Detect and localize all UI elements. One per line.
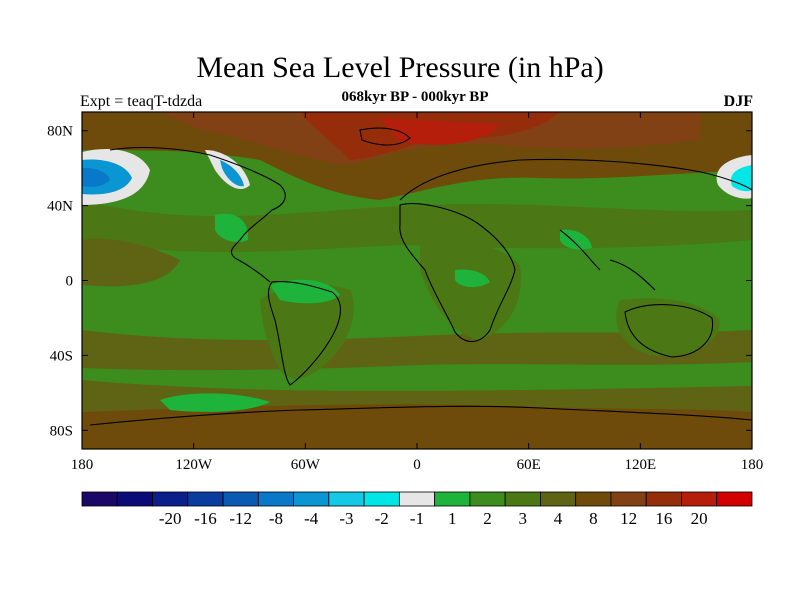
lat-tick-label: 0: [66, 274, 74, 290]
colorbar-label: -20: [159, 509, 182, 528]
lat-tick-label: 40N: [47, 199, 73, 215]
colorbar-swatch: [293, 491, 330, 507]
north-america-coast: [109, 146, 286, 283]
lon-tick-label: 0: [413, 457, 421, 473]
colorbar-label: 1: [448, 509, 457, 528]
lat-tick-label: 40S: [50, 348, 73, 364]
coastlines: [89, 127, 752, 426]
lon-tick-label: 120W: [175, 457, 213, 473]
colorbar-swatch: [363, 491, 400, 507]
colorbar-swatch: [187, 491, 224, 507]
east-africa-level-2: [455, 269, 490, 288]
colorbar-label: -8: [269, 509, 283, 528]
colorbar-swatch: [398, 491, 436, 507]
amazon-level-2: [270, 279, 340, 304]
lon-tick-label: 120E: [624, 457, 656, 473]
longitude-axis: 180 120W 60W 0 60E 120E 180: [71, 112, 764, 473]
contour-fill-layer: [82, 112, 752, 449]
east-pacific-level-8: [82, 238, 180, 287]
south-america-level-4: [260, 284, 354, 379]
experiment-label: Expt = teaqT-tdzda: [80, 93, 203, 110]
colorbar-swatch: [575, 491, 612, 507]
latitude-axis: 80N 40N 0 40S 80S: [47, 124, 752, 439]
southern-band-level-8: [82, 330, 752, 371]
colorbar-label: -16: [194, 509, 217, 528]
colorbar-labels: -20 -16 -12 -8 -4 -3 -2 -1 1 2 3 4 8 12 16 20: [159, 509, 708, 528]
colorbar-label: -4: [304, 509, 319, 528]
colorbar-swatch: [716, 491, 753, 507]
lat-tick-label: 80N: [47, 124, 73, 140]
colorbar-swatch: [222, 491, 259, 507]
colorbar-swatch: [116, 491, 153, 507]
colorbar-label: 16: [655, 509, 672, 528]
dateline-level-minus-1: [730, 165, 752, 192]
north-pacific-level-minus-3: [82, 167, 110, 187]
map-title: Mean Sea Level Pressure (in hPa): [196, 51, 604, 84]
colorbar-swatch: [328, 491, 365, 507]
colorbar-label: -2: [375, 509, 389, 528]
antarctica-coast: [89, 405, 752, 426]
lon-tick-label: 180: [71, 457, 94, 473]
colorbar-label: 20: [691, 509, 708, 528]
colorbar-label: -1: [410, 509, 424, 528]
colorbar-swatch: [645, 491, 682, 507]
lon-tick-label: 180: [741, 457, 764, 473]
colorbar-swatch: [540, 491, 577, 507]
arabia-level-2: [560, 229, 592, 250]
colorbar: [81, 491, 753, 507]
colorbar-swatch: [610, 491, 647, 507]
colorbar-swatch: [257, 491, 294, 507]
colorbar-label: -3: [339, 509, 353, 528]
southern-ocean-level-2: [160, 393, 270, 412]
colorbar-label: 2: [483, 509, 492, 528]
australia-level-4: [616, 298, 720, 356]
eurasia-coast: [399, 158, 752, 291]
colorbar-swatch: [504, 491, 541, 507]
lat-tick-label: 80S: [50, 423, 73, 439]
australia-coast: [624, 304, 714, 358]
map-subtitle: 068kyr BP - 000kyr BP: [341, 89, 489, 105]
colorbar-swatch: [469, 491, 506, 507]
colorbar-swatch: [152, 491, 189, 507]
africa-coast: [399, 203, 516, 343]
colorbar-label: 12: [620, 509, 637, 528]
season-label: DJF: [723, 93, 753, 110]
antarctic-level-12: [82, 404, 752, 449]
colorbar-label: 4: [554, 509, 563, 528]
south-america-coast: [267, 281, 341, 386]
greenland-coast: [359, 127, 411, 146]
colorbar-swatch: [434, 491, 471, 507]
lon-tick-label: 60E: [517, 457, 541, 473]
colorbar-label: 3: [519, 509, 528, 528]
colorbar-label: 8: [589, 509, 598, 528]
laurentide-level-minus-2: [220, 160, 244, 187]
colorbar-swatch: [681, 491, 718, 507]
gulf-mexico-level-2: [215, 213, 249, 242]
lon-tick-label: 60W: [291, 457, 321, 473]
colorbar-label: -12: [229, 509, 252, 528]
colorbar-swatch: [81, 491, 118, 507]
